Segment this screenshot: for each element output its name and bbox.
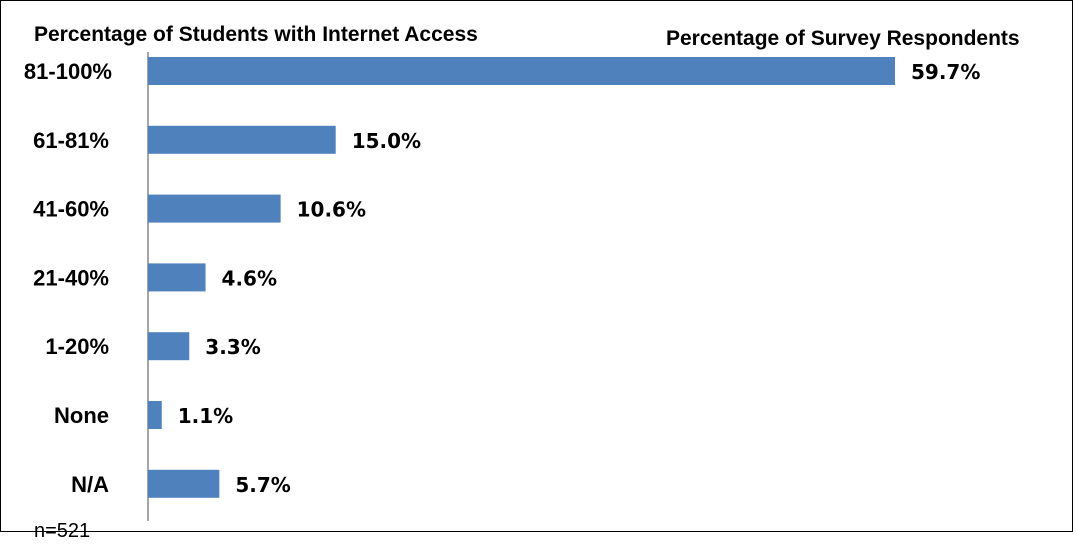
category-label-0: 81-100% [24,59,112,84]
bar-1 [148,125,336,154]
category-label-1: 61-81% [33,128,109,153]
category-axis-title: Percentage of Students with Internet Acc… [34,23,478,46]
category-label-2: 41-60% [33,197,109,222]
value-label-5: 1.1% [178,404,233,428]
bar-3 [148,263,206,292]
value-label-0: 59.7% [911,60,980,84]
sample-size-note: n=521 [34,520,91,542]
category-label-6: N/A [71,472,109,497]
value-axis-title: Percentage of Survey Respondents [666,27,1020,50]
bar-6 [148,469,220,498]
value-label-2: 10.6% [297,198,366,222]
category-label-3: 21-40% [33,265,109,290]
value-label-4: 3.3% [205,335,260,359]
bars-group: 81-100% 59.7% 61-81% 15.0% 41-60% 10.6% 21-40%… [24,57,980,498]
value-label-1: 15.0% [352,129,421,153]
value-label-6: 5.7% [235,473,290,497]
bar-2 [148,194,281,223]
bar-0 [148,57,895,85]
category-label-5: None [54,403,109,428]
value-label-3: 4.6% [222,266,277,290]
category-label-4: 1-20% [45,334,109,359]
bar-4 [148,332,190,361]
bar-5 [148,401,162,429]
